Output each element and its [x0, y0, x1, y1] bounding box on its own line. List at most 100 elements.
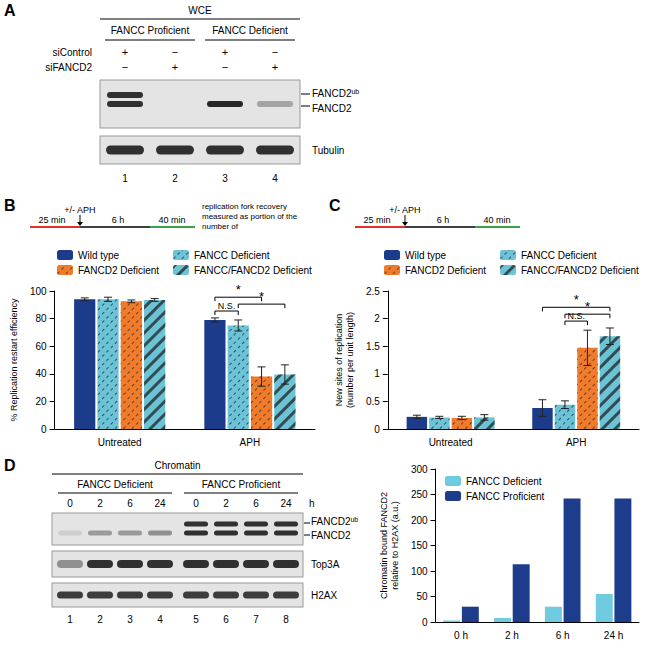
svg-text:WCE: WCE	[188, 5, 212, 16]
svg-text:300: 300	[411, 464, 428, 475]
svg-text:Tubulin: Tubulin	[312, 145, 344, 156]
svg-text:% Replication restart efficien: % Replication restart efficiency	[9, 298, 19, 421]
svg-text:FANCD2ub: FANCD2ub	[312, 88, 359, 100]
svg-text:0: 0	[41, 424, 47, 435]
svg-text:FANCC Deficient: FANCC Deficient	[521, 250, 597, 261]
svg-text:Untreated: Untreated	[98, 437, 142, 448]
svg-text:0: 0	[374, 424, 380, 435]
svg-text:0 h: 0 h	[454, 630, 468, 641]
svg-text:100: 100	[411, 566, 428, 577]
svg-text:200: 200	[411, 515, 428, 526]
svg-text:3: 3	[222, 173, 228, 184]
svg-text:FANCC Proficient: FANCC Proficient	[466, 491, 545, 502]
svg-text:1.5: 1.5	[366, 341, 380, 352]
svg-text:Top3A: Top3A	[311, 559, 340, 570]
svg-text:80: 80	[35, 313, 47, 324]
svg-text:1: 1	[374, 368, 380, 379]
svg-text:25 min: 25 min	[38, 215, 65, 225]
svg-text:relative to H2AX (a.u.): relative to H2AX (a.u.)	[390, 501, 400, 590]
svg-text:4: 4	[157, 614, 163, 625]
svg-text:2.5: 2.5	[366, 286, 380, 297]
svg-text:2: 2	[97, 498, 103, 509]
svg-text:+/- APH: +/- APH	[64, 205, 95, 215]
svg-text:APH: APH	[240, 437, 261, 448]
svg-text:replication fork recovery: replication fork recovery	[202, 202, 289, 211]
svg-text:*: *	[236, 282, 241, 297]
svg-text:6 h: 6 h	[112, 215, 125, 225]
svg-text:40 min: 40 min	[483, 215, 510, 225]
svg-text:New sites of replication: New sites of replication	[334, 314, 344, 407]
svg-text:25 min: 25 min	[363, 215, 390, 225]
svg-text:Wild type: Wild type	[405, 250, 447, 261]
svg-text:siControl: siControl	[53, 47, 92, 58]
svg-text:FANCD2: FANCD2	[311, 530, 351, 541]
svg-text:6: 6	[223, 614, 229, 625]
svg-text:FANCC Proficient: FANCC Proficient	[202, 479, 281, 490]
svg-text:*: *	[574, 292, 579, 307]
svg-text:50: 50	[416, 591, 428, 602]
svg-text:+: +	[122, 46, 128, 58]
svg-text:FANCD2: FANCD2	[312, 103, 352, 114]
svg-text:FANCC Deficient: FANCC Deficient	[194, 250, 270, 261]
svg-text:FANCC/FANCD2 Deficient: FANCC/FANCD2 Deficient	[521, 265, 639, 276]
svg-text:Untreated: Untreated	[429, 437, 473, 448]
svg-text:0: 0	[422, 617, 428, 628]
svg-text:5: 5	[193, 614, 199, 625]
svg-text:2: 2	[97, 614, 103, 625]
svg-text:1: 1	[67, 614, 73, 625]
svg-text:60: 60	[35, 341, 47, 352]
svg-text:−: −	[222, 61, 228, 73]
svg-text:6: 6	[127, 498, 133, 509]
svg-text:N.S.: N.S.	[218, 301, 236, 311]
svg-text:+: +	[172, 61, 178, 73]
svg-text:−: −	[122, 61, 128, 73]
svg-text:2: 2	[223, 498, 229, 509]
svg-text:24 h: 24 h	[604, 630, 623, 641]
svg-text:FANCC Deficient: FANCC Deficient	[77, 479, 153, 490]
svg-text:1: 1	[122, 173, 128, 184]
svg-text:4: 4	[272, 173, 278, 184]
svg-text:6: 6	[253, 498, 259, 509]
svg-text:FANCC Proficient: FANCC Proficient	[111, 25, 190, 36]
svg-text:+: +	[222, 46, 228, 58]
svg-text:250: 250	[411, 489, 428, 500]
svg-text:Chromatin bound FANCD2: Chromatin bound FANCD2	[379, 492, 389, 599]
svg-text:3: 3	[127, 614, 133, 625]
svg-text:H2AX: H2AX	[311, 590, 337, 601]
svg-text:40: 40	[35, 368, 47, 379]
svg-text:FANCC Deficient: FANCC Deficient	[466, 476, 542, 487]
svg-text:20: 20	[35, 396, 47, 407]
svg-text:FANCD2ub: FANCD2ub	[311, 516, 358, 528]
svg-text:FANCC Deficient: FANCC Deficient	[212, 25, 288, 36]
svg-text:h: h	[309, 498, 315, 509]
svg-text:40 min: 40 min	[158, 215, 185, 225]
svg-text:−: −	[172, 46, 178, 58]
svg-text:100: 100	[30, 286, 47, 297]
svg-text:FANCD2 Deficient: FANCD2 Deficient	[78, 265, 159, 276]
svg-text:FANCC/FANCD2 Deficient: FANCC/FANCD2 Deficient	[194, 265, 312, 276]
svg-text:N.S.: N.S.	[567, 311, 585, 321]
svg-text:FANCD2 Deficient: FANCD2 Deficient	[405, 265, 486, 276]
svg-text:6 h: 6 h	[437, 215, 450, 225]
svg-text:0.5: 0.5	[366, 396, 380, 407]
svg-text:number of: number of	[202, 222, 239, 231]
svg-text:+/- APH: +/- APH	[389, 205, 420, 215]
svg-text:Wild type: Wild type	[78, 250, 120, 261]
svg-text:−: −	[272, 46, 278, 58]
svg-text:2 h: 2 h	[505, 630, 519, 641]
svg-text:*: *	[585, 299, 590, 314]
svg-text:siFANCD2: siFANCD2	[45, 62, 92, 73]
svg-text:6 h: 6 h	[556, 630, 570, 641]
svg-text:2: 2	[374, 313, 380, 324]
svg-text:24: 24	[154, 498, 166, 509]
svg-text:+: +	[272, 61, 278, 73]
svg-text:0: 0	[67, 498, 73, 509]
svg-text:0: 0	[193, 498, 199, 509]
svg-text:24: 24	[280, 498, 292, 509]
svg-text:(number per unit length): (number per unit length)	[345, 312, 355, 408]
svg-text:7: 7	[253, 614, 259, 625]
svg-text:Chromatin: Chromatin	[154, 460, 200, 471]
svg-text:150: 150	[411, 540, 428, 551]
svg-text:8: 8	[283, 614, 289, 625]
svg-text:APH: APH	[566, 437, 587, 448]
